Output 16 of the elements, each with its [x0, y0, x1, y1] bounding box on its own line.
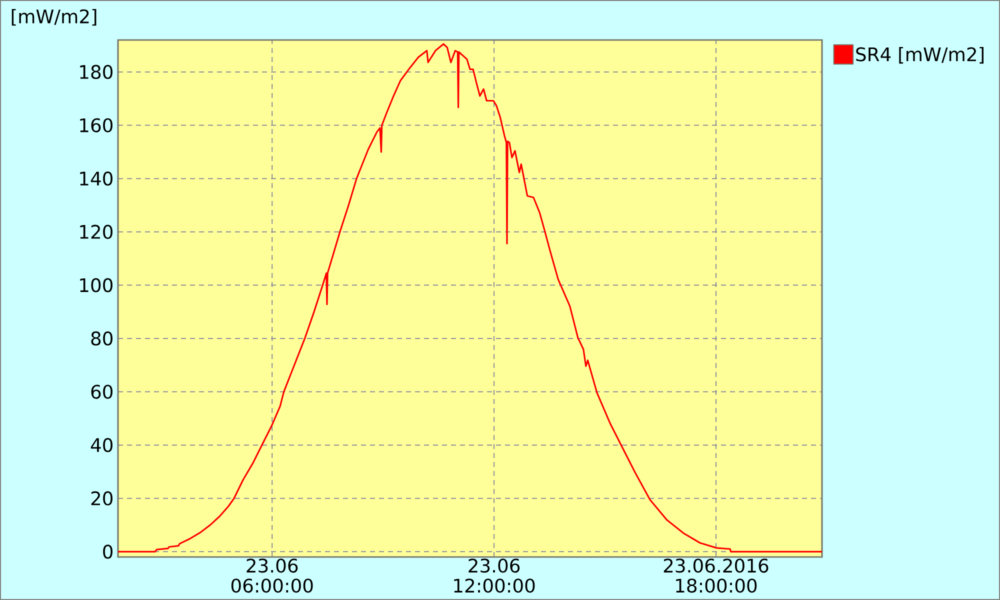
- y-tick-label: 120: [80, 224, 112, 239]
- y-tick-label: 60: [91, 384, 112, 399]
- y-axis-title: [mW/m2]: [12, 9, 96, 26]
- y-tick-label: 20: [91, 491, 112, 506]
- y-tick-label: 160: [80, 118, 112, 132]
- line-series: [118, 43, 822, 552]
- y-tick-label: 140: [80, 172, 112, 186]
- x-tick-label: 23.06 12:00:00: [454, 558, 535, 593]
- y-tick-label: 80: [91, 331, 112, 346]
- x-tick-label: 23.06 06:00:00: [231, 558, 313, 593]
- y-tick-label: 0: [103, 544, 112, 559]
- x-tick-label: 23.06.2016 18:00:00: [664, 558, 768, 593]
- y-tick-label: 40: [90, 438, 112, 452]
- y-tick-label: 180: [80, 64, 112, 80]
- y-tick-label: 100: [80, 278, 112, 292]
- legend-label: SR4 [mW/m2]: [856, 46, 984, 64]
